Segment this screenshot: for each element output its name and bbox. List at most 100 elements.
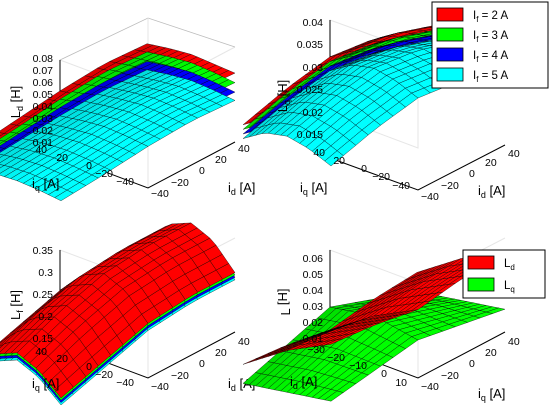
- z-tick-label: 0.06: [303, 253, 324, 265]
- y-axis-label-l: id [A]: [290, 374, 317, 391]
- y-tick-label: −40: [392, 180, 410, 192]
- y-tick-label: −40: [116, 377, 134, 389]
- x-axis-label-lq: id [A]: [478, 183, 505, 200]
- y-tick-label: −10: [349, 360, 367, 372]
- x-tick-labels-l: −40 −20 0 20 40: [421, 336, 520, 393]
- subplot-ld: 0.08 0.07 0.06 0.05 0.04 0.03 0.02 0.01 …: [0, 17, 255, 201]
- z-tick-label: 0.05: [303, 269, 324, 281]
- legend-entry: Lq: [467, 277, 515, 294]
- z-axis-label-l: L [H]: [275, 289, 293, 316]
- x-tick-label: −40: [151, 188, 169, 200]
- x-tick-label: 40: [238, 336, 250, 348]
- z-tick-label: 0.3: [38, 267, 53, 279]
- y-tick-label: 0: [86, 361, 92, 373]
- y-axis-label-lf: iq [A]: [32, 376, 59, 393]
- x-tick-label: −20: [171, 177, 189, 189]
- y-tick-label: 0: [381, 368, 387, 380]
- legend-label: If = 2 A: [473, 10, 508, 24]
- z-tick-labels-l: 0.06 0.05 0.04 0.03 0.02 0.01: [303, 253, 324, 345]
- legend-swatch: [467, 255, 495, 270]
- x-tick-label: 0: [199, 358, 205, 370]
- z-tick-label: 0.08: [33, 53, 54, 65]
- y-tick-label: −20: [95, 168, 113, 180]
- legend-entry: Ld: [467, 255, 515, 272]
- y-tick-labels-lf: 40 20 0 −20 −40: [35, 346, 134, 389]
- z-tick-label: 0.2: [38, 311, 53, 323]
- z-tick-label: 0.07: [33, 65, 54, 77]
- z-tick-label: 0.01: [33, 137, 54, 149]
- surface-facet: [485, 307, 506, 314]
- legend-entry: If = 4 A: [436, 47, 508, 64]
- legend-swatch: [467, 277, 495, 292]
- legend-label: If = 4 A: [473, 50, 508, 64]
- z-axis-label-lq: Lq [H]: [275, 80, 292, 112]
- y-tick-label: 40: [35, 144, 47, 156]
- y-tick-label: 20: [56, 152, 68, 164]
- z-axis-label-ld: Ld [H]: [8, 86, 25, 118]
- x-axis-label-l: iq [A]: [478, 386, 505, 403]
- z-tick-label: 0.04: [33, 101, 54, 113]
- y-tick-labels-ld: 40 20 0 −20 −40: [35, 144, 134, 188]
- z-tick-label: 0.03: [33, 113, 54, 125]
- x-tick-label: −40: [421, 381, 439, 393]
- legend-swatch: [436, 47, 464, 62]
- y-tick-label: 10: [395, 377, 407, 389]
- surface-facet: [216, 263, 236, 280]
- surface-facet: [0, 154, 5, 158]
- legend-swatch: [436, 27, 464, 42]
- surface-series: [242, 291, 506, 402]
- legend-entry: If = 5 A: [436, 67, 508, 84]
- y-tick-label: 0: [361, 163, 367, 175]
- y-tick-label: −20: [327, 352, 345, 364]
- legend-inductance: Ld Lq: [462, 249, 546, 299]
- x-tick-label: 20: [485, 347, 497, 359]
- y-tick-label: −30: [307, 344, 325, 356]
- surface-facet: [215, 97, 236, 107]
- x-tick-label: 40: [238, 143, 250, 155]
- x-tick-label: −40: [421, 191, 439, 203]
- z-tick-label: 0.06: [33, 77, 54, 89]
- y-tick-labels-lq: 40 20 0 −20 −40: [313, 147, 410, 192]
- subplot-l: 0.06 0.05 0.04 0.03 0.02 0.01 −30 −20 −1…: [242, 237, 546, 403]
- z-axis-label-lf: Lf [H]: [8, 290, 25, 320]
- subplot-lq: 0.04 0.035 0.03 0.025 0.02 0.015 40 20 0…: [242, 1, 549, 203]
- x-tick-label: 20: [215, 347, 227, 359]
- z-tick-label: 0.02: [303, 107, 324, 119]
- y-tick-label: 20: [333, 155, 345, 167]
- z-tick-label: 0.04: [303, 17, 324, 29]
- z-tick-label: 0.05: [33, 89, 54, 101]
- y-tick-label: 40: [35, 346, 47, 358]
- x-tick-label: −20: [441, 370, 459, 382]
- x-axis-label-ld: id [A]: [228, 180, 255, 197]
- z-tick-label: 0.01: [303, 333, 324, 345]
- y-tick-label: −20: [372, 171, 390, 183]
- legend-label: If = 5 A: [473, 70, 508, 84]
- legend-entry: If = 2 A: [436, 7, 508, 24]
- x-tick-label: 0: [199, 165, 205, 177]
- surfaces-ld: [0, 43, 236, 201]
- z-tick-labels-lq: 0.04 0.035 0.03 0.025 0.02 0.015: [297, 17, 323, 141]
- z-tick-labels-lf: 0.35 0.3 0.25 0.2 0.15: [33, 245, 54, 345]
- z-tick-label: 0.15: [33, 333, 54, 345]
- x-tick-label: 40: [508, 148, 520, 160]
- legend-entry: If = 3 A: [436, 27, 508, 44]
- z-tick-label: 0.35: [33, 245, 54, 257]
- x-tick-labels-ld: −40 −20 0 20 40: [151, 143, 250, 200]
- z-tick-label: 0.03: [303, 62, 324, 74]
- x-tick-label: 20: [215, 154, 227, 166]
- legend-field-current: If = 2 A If = 3 A If = 4 A If = 5 A: [431, 1, 549, 89]
- surfaces-lf: [0, 222, 236, 405]
- x-tick-label: −20: [441, 180, 459, 192]
- y-tick-labels-l: −30 −20 −10 0 10: [307, 344, 407, 389]
- x-tick-label: 0: [469, 168, 475, 180]
- z-tick-label: 0.02: [33, 125, 54, 137]
- y-tick-label: 40: [313, 147, 325, 159]
- legend-swatch: [436, 7, 464, 22]
- legend-label: Lq: [504, 280, 515, 294]
- y-tick-label: 20: [56, 353, 68, 365]
- y-axis-label-lq: iq [A]: [300, 180, 327, 197]
- y-tick-label: −40: [116, 176, 134, 188]
- legend-swatch: [436, 67, 464, 82]
